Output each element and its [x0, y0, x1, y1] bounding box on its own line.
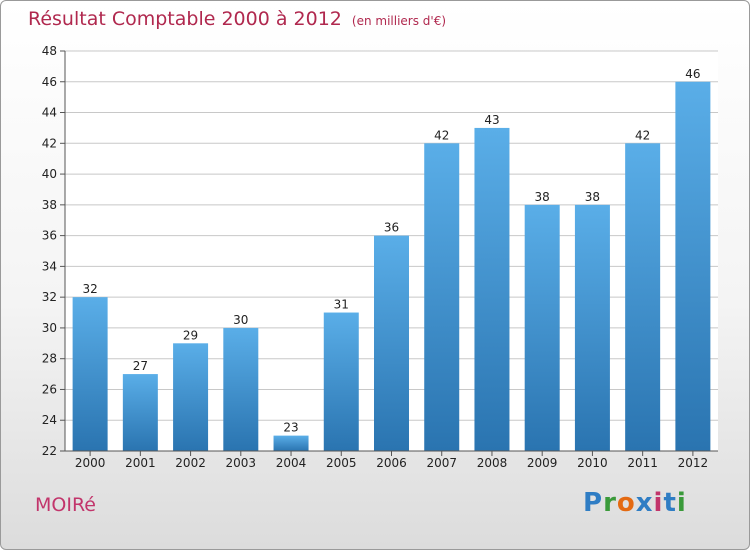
data-label-2005: 31 — [334, 298, 349, 312]
x-tick-label-2008: 2008 — [477, 456, 508, 470]
y-tick-label: 26 — [42, 382, 57, 396]
data-label-2011: 42 — [635, 128, 650, 142]
y-tick-label: 22 — [42, 444, 57, 458]
x-tick-label-2005: 2005 — [326, 456, 357, 470]
x-tick-label-2003: 2003 — [226, 456, 257, 470]
y-tick-label: 28 — [42, 352, 57, 366]
y-tick-label: 46 — [42, 75, 57, 89]
data-label-2000: 32 — [82, 282, 97, 296]
x-tick-label-2004: 2004 — [276, 456, 307, 470]
logo-letter: i — [676, 488, 687, 518]
y-tick-label: 30 — [42, 321, 57, 335]
y-tick-label: 38 — [42, 198, 57, 212]
x-tick-label-2002: 2002 — [175, 456, 206, 470]
proxiti-logo: Proxiti — [583, 488, 687, 518]
logo-letter: t — [663, 488, 677, 518]
y-tick-label: 44 — [42, 106, 57, 120]
bar-2006 — [374, 235, 409, 451]
bar-2002 — [173, 343, 209, 451]
y-tick-label: 24 — [42, 413, 57, 427]
bar-2004 — [273, 435, 309, 451]
chart-subtitle: (en milliers d'€) — [351, 14, 447, 28]
logo-letter: r — [603, 488, 617, 518]
x-tick-label-2001: 2001 — [125, 456, 156, 470]
data-label-2003: 30 — [233, 313, 248, 327]
bar-2010 — [574, 204, 610, 451]
commune-name: MOIRé — [35, 494, 96, 516]
y-tick-label: 48 — [42, 44, 57, 58]
bar-2001 — [122, 374, 158, 451]
data-label-2004: 23 — [283, 421, 298, 435]
x-tick-label-2007: 2007 — [426, 456, 457, 470]
data-label-2010: 38 — [585, 190, 600, 204]
y-tick-label: 40 — [42, 167, 57, 181]
y-tick-label: 36 — [42, 229, 57, 243]
chart-title: Résultat Comptable 2000 à 2012 (en millie… — [28, 8, 446, 30]
data-label-2001: 27 — [133, 359, 148, 373]
bar-2007 — [424, 143, 460, 452]
bar-2011 — [625, 143, 661, 452]
x-tick-label-2011: 2011 — [627, 456, 658, 470]
logo-letter: P — [583, 488, 604, 518]
y-tick-label: 32 — [42, 290, 57, 304]
y-tick-label: 42 — [42, 136, 57, 150]
bar-2009 — [524, 204, 560, 451]
x-tick-label-2012: 2012 — [678, 456, 709, 470]
chart-title-text: Résultat Comptable 2000 à 2012 — [28, 8, 342, 30]
x-tick-label-2000: 2000 — [75, 456, 106, 470]
bar-2008 — [474, 127, 510, 451]
bar-2000 — [72, 297, 108, 451]
data-label-2007: 42 — [434, 128, 449, 142]
x-tick-label-2006: 2006 — [376, 456, 407, 470]
data-label-2008: 43 — [484, 113, 499, 127]
bar-2003 — [223, 327, 259, 451]
bar-2012 — [675, 81, 711, 452]
x-tick-label-2010: 2010 — [577, 456, 608, 470]
logo-letter: i — [653, 488, 664, 518]
data-label-2002: 29 — [183, 328, 198, 342]
logo-letter: x — [635, 488, 654, 518]
bar-2005 — [323, 312, 359, 451]
logo-letter: o — [616, 488, 636, 518]
x-tick-label-2009: 2009 — [527, 456, 558, 470]
data-label-2009: 38 — [535, 190, 550, 204]
data-label-2006: 36 — [384, 221, 399, 235]
data-label-2012: 46 — [685, 67, 700, 81]
y-tick-label: 34 — [42, 259, 57, 273]
